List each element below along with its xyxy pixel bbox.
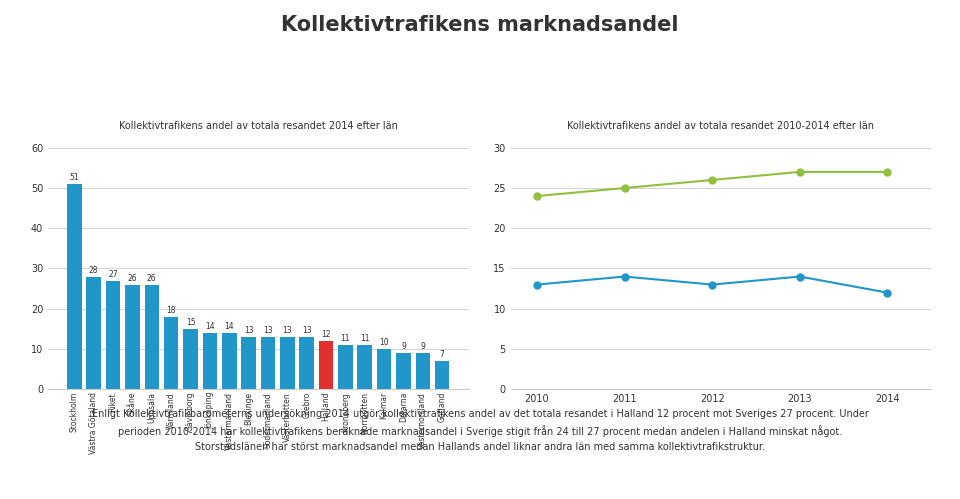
Text: 14: 14 xyxy=(225,322,234,331)
Text: 26: 26 xyxy=(147,274,156,283)
Bar xyxy=(86,276,101,389)
Text: 28: 28 xyxy=(89,266,99,275)
Text: 11: 11 xyxy=(341,334,350,343)
Text: 13: 13 xyxy=(301,326,311,335)
Text: 14: 14 xyxy=(205,322,215,331)
Text: 13: 13 xyxy=(244,326,253,335)
Bar xyxy=(261,337,276,389)
Text: 13: 13 xyxy=(263,326,273,335)
Title: Kollektivtrafikens andel av totala resandet 2014 efter län: Kollektivtrafikens andel av totala resan… xyxy=(119,121,397,131)
Text: 11: 11 xyxy=(360,334,370,343)
Text: 26: 26 xyxy=(128,274,137,283)
Text: Enligt Kollektivtrafikbarometerns undersökning 2014 utgör kollektivtrafikens and: Enligt Kollektivtrafikbarometerns unders… xyxy=(91,409,869,452)
Bar xyxy=(183,329,198,389)
Text: 9: 9 xyxy=(420,342,425,351)
Bar xyxy=(416,353,430,389)
Bar xyxy=(222,333,236,389)
Text: 13: 13 xyxy=(282,326,292,335)
Text: 51: 51 xyxy=(69,173,79,182)
Text: 9: 9 xyxy=(401,342,406,351)
Bar xyxy=(319,341,333,389)
Title: Kollektivtrafikens andel av totala resandet 2010-2014 efter län: Kollektivtrafikens andel av totala resan… xyxy=(567,121,875,131)
Text: Kollektivtrafikens marknadsandel: Kollektivtrafikens marknadsandel xyxy=(281,15,679,35)
Bar xyxy=(338,345,352,389)
Bar xyxy=(203,333,217,389)
Bar xyxy=(300,337,314,389)
Text: 10: 10 xyxy=(379,338,389,347)
Text: 12: 12 xyxy=(322,330,331,339)
Bar xyxy=(357,345,372,389)
Bar xyxy=(396,353,411,389)
Bar xyxy=(164,317,179,389)
Bar xyxy=(280,337,295,389)
Bar xyxy=(67,184,82,389)
Text: 27: 27 xyxy=(108,270,118,279)
Bar xyxy=(106,280,120,389)
Bar xyxy=(125,284,140,389)
Bar xyxy=(377,349,392,389)
Text: 18: 18 xyxy=(166,306,176,315)
Bar xyxy=(241,337,256,389)
Text: 15: 15 xyxy=(185,318,195,327)
Bar xyxy=(435,361,449,389)
Bar xyxy=(145,284,159,389)
Legend: Halland, Riket: Halland, Riket xyxy=(953,140,960,187)
Text: 7: 7 xyxy=(440,350,444,359)
